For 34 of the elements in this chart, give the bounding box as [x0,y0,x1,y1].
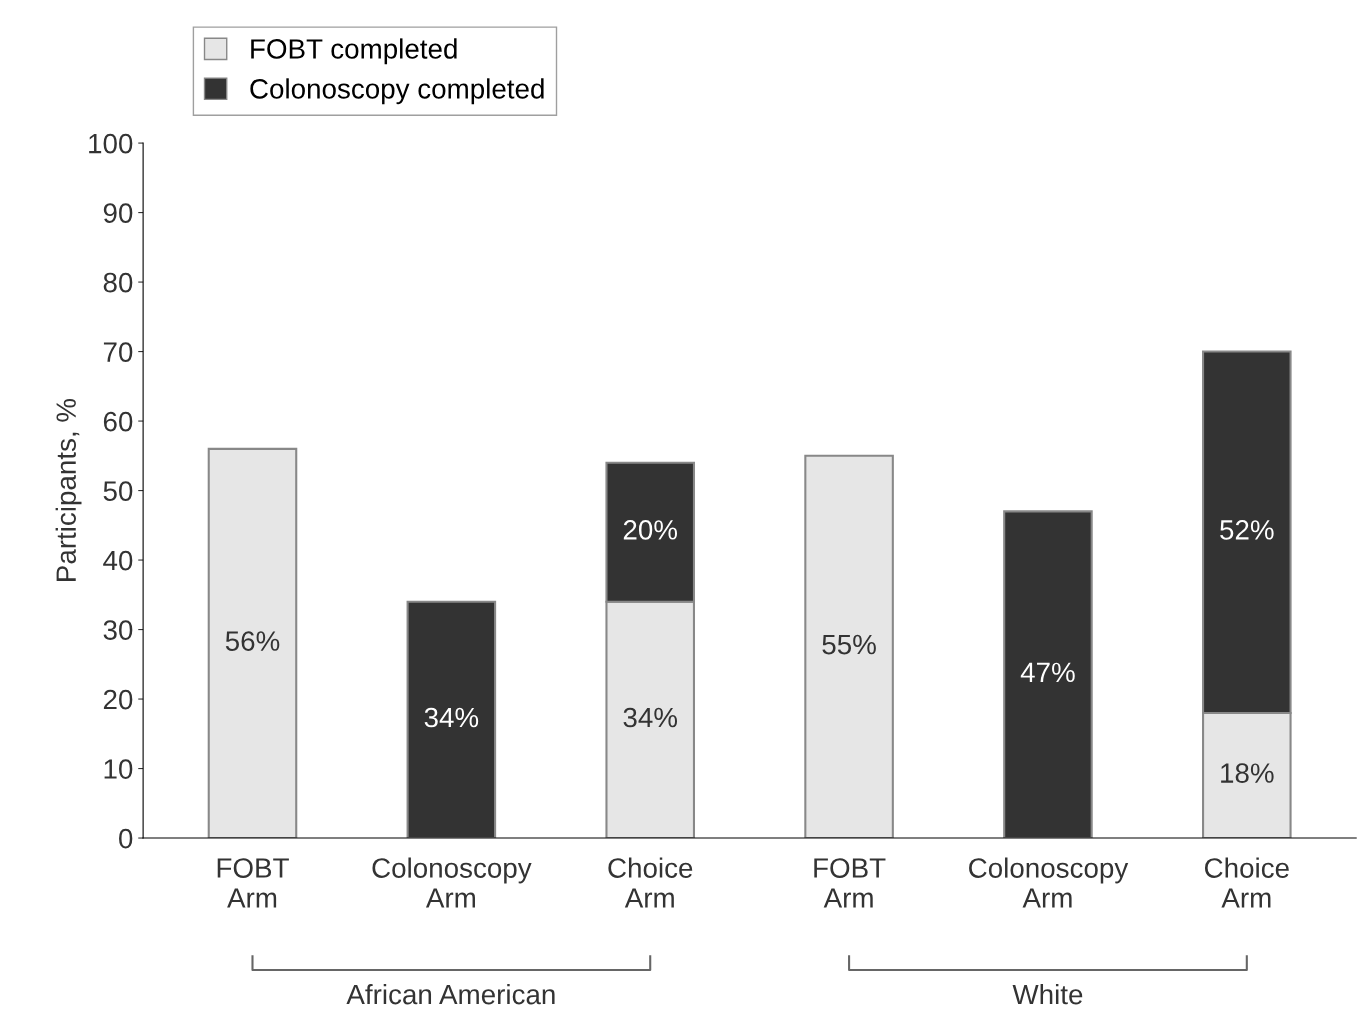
bar [804,454,894,839]
x-tick-label: Colonoscopy Arm [372,857,532,908]
data-label: 47% [1020,662,1075,683]
data-label: 56% [225,631,280,651]
text: African American [346,983,555,1005]
y-tick-label: 50 [103,481,133,501]
y-tick-label: 100 [89,133,133,154]
data-label: 55% [822,634,876,655]
legend-label: FOBT completed [251,38,457,65]
y-tick-label: 60 [103,411,133,432]
x-tick-label: Choice Arm [608,857,693,908]
x-tick-label: FOBT Arm [217,858,289,908]
bar [207,447,298,839]
y-tick-label: 80 [103,272,133,293]
data-label: 34% [424,707,479,728]
x-tick-label: Colonoscopy Arm [969,857,1129,908]
y-tick-label: 70 [103,342,133,362]
y-axis-title: Participants, % [55,398,82,581]
text: White [1012,983,1083,1005]
y-tick-label: 30 [103,620,133,640]
y-tick-label: 0 [119,828,133,849]
x-tick-label: FOBT Arm [814,858,886,908]
y-tick-label: 90 [103,203,133,223]
y-tick-label: 10 [104,759,133,779]
data-label: 18% [1221,763,1274,783]
data-label: 52% [1220,520,1274,540]
legend-label: Colonoscopy completed [250,78,544,105]
bar [406,600,497,839]
data-label: 20% [623,520,678,540]
y-tick-label: 20 [103,689,133,710]
data-label: 34% [623,707,678,728]
x-tick-label: Choice Arm [1204,857,1289,908]
y-tick-label: 40 [103,550,133,571]
bar [1003,510,1093,839]
